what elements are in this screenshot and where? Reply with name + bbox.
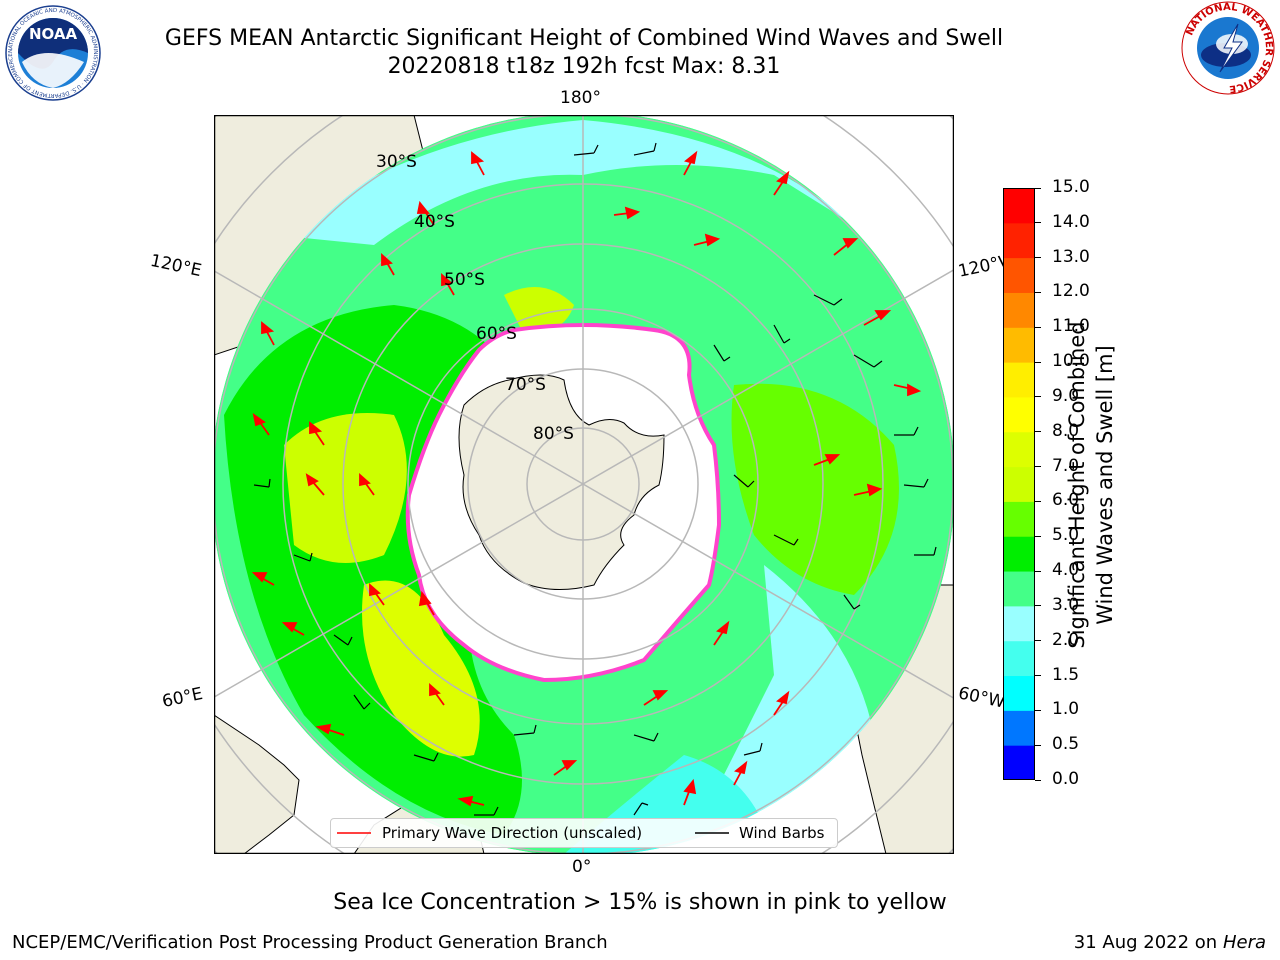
- chart-subtitle: 20220818 t18z 192h fcst Max: 8.31: [387, 54, 781, 79]
- colorbar-tick-label: 0.0: [1052, 769, 1080, 789]
- lon-label-60e: 60°E: [160, 683, 205, 713]
- colorbar-segment: [1003, 466, 1035, 502]
- colorbar-segment: [1003, 292, 1035, 328]
- noaa-logo: NOAA NATIONAL OCEANIC AND ATMOSPHERIC AD…: [5, 5, 101, 101]
- wave-zone-high-west: [284, 413, 407, 563]
- colorbar-segment: [1003, 222, 1035, 259]
- colorbar-segment: [1003, 327, 1035, 363]
- map-legend: Primary Wave Direction (unscaled) Wind B…: [330, 818, 838, 848]
- colorbar-frame: [1003, 188, 1035, 780]
- colorbar-tick-mark: [1035, 570, 1041, 572]
- lat-label-50s: 50°S: [444, 270, 485, 290]
- wave-zone-medium-east: [731, 383, 899, 595]
- wind-barbs: [253, 142, 937, 816]
- footer-host: Hera: [1222, 932, 1266, 953]
- wave-direction-arrows: [251, 150, 922, 807]
- colorbar-segment: [1003, 536, 1035, 572]
- colorbar-tick-mark: [1035, 535, 1041, 537]
- lon-label-180: 180°: [560, 88, 601, 108]
- colorbar-segment: [1003, 675, 1035, 711]
- map-frame: [214, 115, 954, 854]
- colorbar-tick-mark: [1035, 466, 1041, 468]
- lat-label-70s: 70°S: [505, 375, 546, 395]
- colorbar-segment: [1003, 257, 1035, 293]
- colorbar-tick-mark: [1035, 744, 1041, 746]
- colorbar-segment: [1003, 710, 1035, 746]
- colorbar-tick-label: 13.0: [1052, 246, 1090, 267]
- colorbar-segment: [1003, 605, 1035, 642]
- colorbar-tick-mark: [1035, 431, 1041, 433]
- colorbar-segment: [1003, 362, 1035, 398]
- colorbar-segment: [1003, 501, 1035, 537]
- lat-label-40s: 40°S: [414, 212, 455, 232]
- colorbar-tick-label: 11.0: [1052, 316, 1090, 337]
- wave-zone-high-north: [504, 287, 574, 335]
- colorbar-tick-label: 9.0: [1052, 385, 1080, 406]
- colorbar-label: Significant Height of Combined Wind Wave…: [1063, 285, 1123, 685]
- colorbar: [1003, 188, 1035, 780]
- wave-zone-high-southwest: [362, 580, 480, 757]
- colorbar-tick-label: 12.0: [1052, 281, 1090, 302]
- lon-label-60w: 60°W: [956, 683, 1007, 713]
- colorbar-segment: [1003, 571, 1035, 607]
- colorbar-tick-label: 5.0: [1052, 525, 1080, 546]
- colorbar-tick-label: 10.0: [1052, 351, 1090, 372]
- colorbar-tick-mark: [1035, 187, 1041, 189]
- colorbar-tick-mark: [1035, 361, 1041, 363]
- lat-label-80s: 80°S: [533, 424, 574, 444]
- colorbar-tick-mark: [1035, 326, 1041, 328]
- footer-organization: NCEP/EMC/Verification Post Processing Pr…: [12, 932, 608, 953]
- legend-wind-barbs-label: Wind Barbs: [739, 824, 825, 842]
- legend-primary-wave-label: Primary Wave Direction (unscaled): [382, 824, 643, 842]
- colorbar-tick-label: 14.0: [1052, 211, 1090, 232]
- colorbar-tick-label: 2.0: [1052, 629, 1080, 650]
- chart-title: GEFS MEAN Antarctic Significant Height o…: [164, 26, 1004, 51]
- colorbar-tick-mark: [1035, 709, 1041, 711]
- colorbar-tick-label: 7.0: [1052, 455, 1080, 476]
- antarctica-land: [458, 374, 665, 591]
- colorbar-tick-mark: [1035, 257, 1041, 259]
- colorbar-label-line2: Wind Waves and Swell [m]: [1093, 345, 1117, 625]
- colorbar-tick-label: 4.0: [1052, 560, 1080, 581]
- colorbar-segment: [1003, 188, 1035, 224]
- colorbar-tick-mark: [1035, 605, 1041, 607]
- colorbar-tick-mark: [1035, 640, 1041, 642]
- sea-ice-caption: Sea Ice Concentration > 15% is shown in …: [333, 890, 947, 915]
- colorbar-tick-mark: [1035, 500, 1041, 502]
- colorbar-tick-mark: [1035, 222, 1041, 224]
- colorbar-tick-label: 0.5: [1052, 734, 1080, 755]
- colorbar-tick-mark: [1035, 291, 1041, 293]
- lon-label-0: 0°: [572, 857, 592, 877]
- colorbar-tick-mark: [1035, 675, 1041, 677]
- colorbar-label-line1: Significant Height of Combined: [1065, 321, 1089, 649]
- colorbar-tick-label: 1.0: [1052, 699, 1080, 720]
- footer-date-text: 31 Aug 2022 on: [1073, 932, 1218, 953]
- colorbar-segment: [1003, 640, 1035, 677]
- colorbar-tick-label: 15.0: [1052, 177, 1090, 197]
- lat-label-30s: 30°S: [376, 152, 417, 172]
- noaa-logo-text: NOAA: [29, 25, 78, 43]
- nws-logo: NATIONAL WEATHER SERVICE: [1181, 1, 1275, 95]
- lat-label-60s: 60°S: [476, 324, 517, 344]
- colorbar-tick-mark: [1035, 779, 1041, 781]
- legend-black-line-swatch: [695, 832, 729, 834]
- colorbar-segment: [1003, 745, 1035, 780]
- colorbar-segment: [1003, 396, 1035, 433]
- colorbar-tick-label: 3.0: [1052, 594, 1080, 615]
- colorbar-tick-label: 6.0: [1052, 490, 1080, 511]
- lon-label-120e: 120°E: [148, 250, 204, 282]
- legend-red-line-swatch: [337, 832, 371, 834]
- map-panel: [214, 115, 954, 854]
- colorbar-segment: [1003, 431, 1035, 468]
- footer-date: 31 Aug 2022 on Hera: [1074, 932, 1266, 953]
- colorbar-tick-label: 8.0: [1052, 420, 1080, 441]
- colorbar-tick-label: 1.5: [1052, 664, 1080, 685]
- colorbar-tick-mark: [1035, 396, 1041, 398]
